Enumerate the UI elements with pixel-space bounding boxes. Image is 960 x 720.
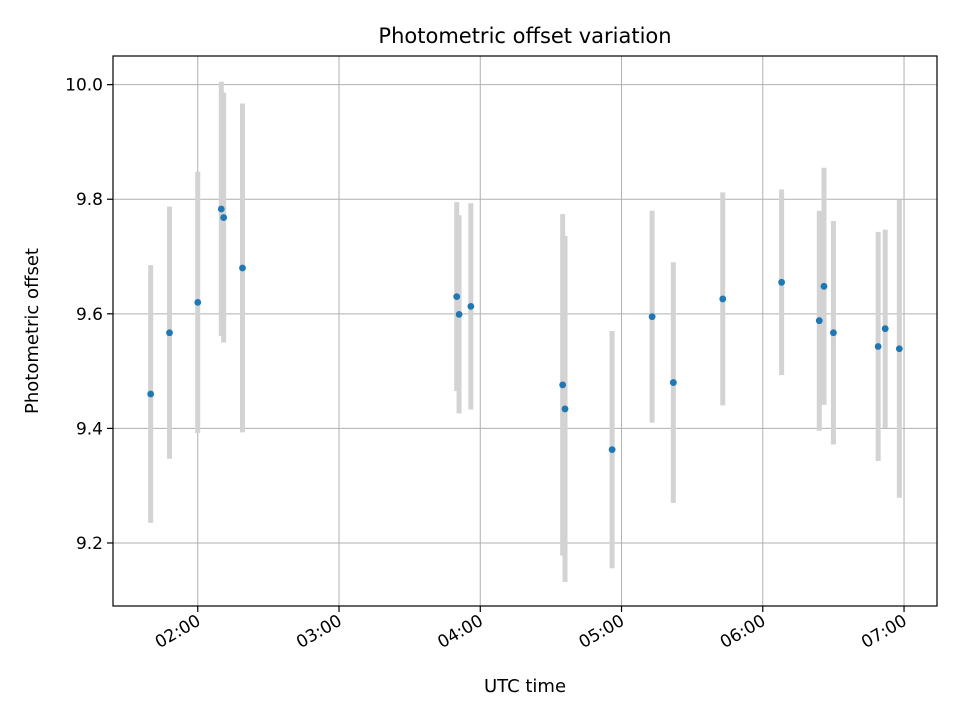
data-point: [648, 313, 656, 321]
data-point: [166, 329, 173, 337]
data-point: [467, 302, 475, 310]
data-point: [453, 293, 461, 301]
data-point: [561, 405, 569, 413]
chart-title: Photometric offset variation: [378, 24, 671, 48]
data-point: [874, 343, 882, 350]
data-point: [217, 205, 225, 213]
y-tick-label: 9.4: [76, 419, 103, 439]
data-point: [669, 379, 677, 386]
y-axis-title: Photometric offset: [22, 248, 43, 414]
data-points: [147, 205, 903, 453]
data-point: [719, 295, 727, 303]
y-axis: 9.2 9.4 9.6 9.8 10.0: [65, 76, 113, 554]
data-point: [895, 345, 903, 353]
y-tick-label: 9.2: [76, 534, 103, 554]
data-point: [194, 298, 202, 306]
grid: [113, 56, 937, 606]
data-point: [559, 381, 567, 389]
data-point: [147, 390, 155, 398]
data-point: [881, 325, 889, 333]
data-point: [220, 214, 228, 221]
data-point: [830, 329, 837, 337]
data-point: [608, 446, 616, 453]
data-point: [455, 310, 463, 318]
y-tick-label: 9.8: [76, 190, 103, 210]
data-point: [239, 264, 246, 272]
data-point: [820, 282, 828, 290]
data-point: [815, 317, 823, 325]
y-tick-label: 10.0: [65, 76, 103, 96]
y-tick-label: 9.6: [76, 305, 103, 325]
plot-area-frame: [112, 55, 938, 607]
data-point: [778, 278, 786, 286]
x-axis-title: UTC time: [484, 676, 566, 697]
